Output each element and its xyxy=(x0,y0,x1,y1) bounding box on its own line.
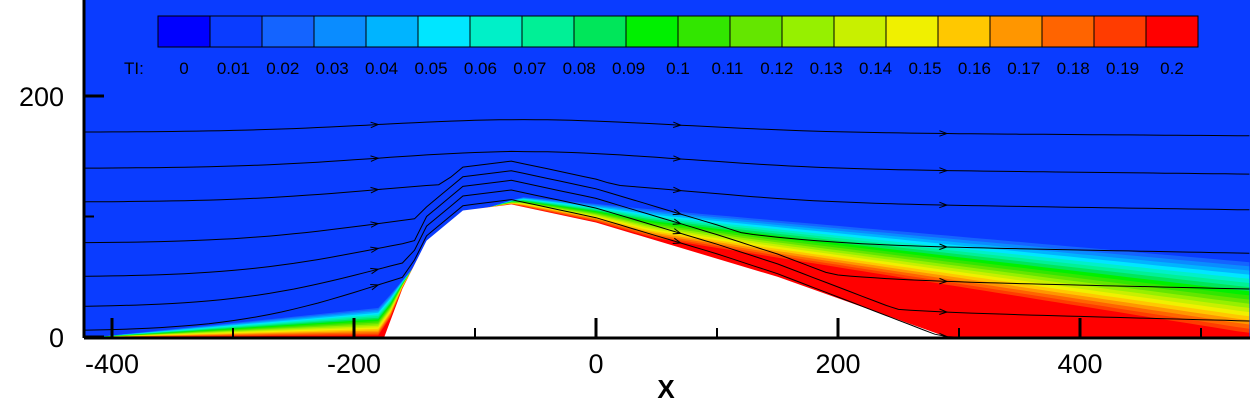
x-tick-label: 400 xyxy=(1057,349,1102,379)
colorbar-swatch xyxy=(781,15,835,48)
colorbar-level-label: 0.15 xyxy=(908,59,941,78)
x-tick-label: 0 xyxy=(588,349,603,379)
colorbar-level-label: 0.11 xyxy=(711,59,743,78)
streamline-arrow xyxy=(939,201,949,209)
colorbar-level-label: 0.04 xyxy=(365,59,398,78)
colorbar-level-label: 0.01 xyxy=(217,59,250,78)
colorbar-swatch xyxy=(677,15,731,48)
streamlines xyxy=(84,119,1250,338)
streamline-6 xyxy=(84,150,1250,175)
streamline-arrow xyxy=(672,218,683,225)
streamline-arrow xyxy=(939,130,949,137)
hill-surface xyxy=(384,204,947,338)
x-tick-label: -200 xyxy=(327,349,381,379)
streamline-4 xyxy=(84,170,1250,254)
colorbar-title: TI: xyxy=(124,59,144,78)
colorbar-level-label: 0.16 xyxy=(958,59,991,78)
colorbar-swatch xyxy=(885,15,939,48)
y-tick-label: 0 xyxy=(49,323,64,353)
colorbar-swatch xyxy=(833,15,887,48)
streamline-arrow xyxy=(370,284,380,291)
streamline-arrow xyxy=(672,228,683,235)
streamline-arrow xyxy=(672,155,683,162)
colorbar-swatch xyxy=(1145,15,1199,48)
streamline-arrow xyxy=(672,208,683,216)
colorbar-swatch xyxy=(261,15,315,48)
colorbar-level-label: 0.12 xyxy=(760,59,793,78)
colorbar: 0 0.01 0.02 0.03 0.04 0.05 0.06 0.07 0.08 0.09 0.1… xyxy=(157,15,1199,78)
streamline-arrow xyxy=(672,237,683,244)
colorbar-level-label: 0.18 xyxy=(1057,59,1090,78)
streamline-arrow xyxy=(939,308,949,315)
streamline-arrow xyxy=(370,155,380,162)
streamline-arrow xyxy=(370,221,380,228)
streamline-2 xyxy=(84,189,1250,322)
streamline-arrow xyxy=(370,186,380,194)
streamline-arrow xyxy=(370,267,380,275)
colorbar-swatch xyxy=(625,15,679,48)
colorbar-level-label: 0.13 xyxy=(810,59,843,78)
colorbar-swatch xyxy=(729,15,783,48)
x-tick-label: -400 xyxy=(85,349,139,379)
colorbar-swatch xyxy=(365,15,419,48)
colorbar-swatch xyxy=(417,15,471,48)
colorbar-level-label: 0.14 xyxy=(859,59,892,78)
streamline-arrow xyxy=(672,121,683,128)
colorbar-level-label: 0 xyxy=(179,59,188,78)
colorbar-swatch xyxy=(521,15,575,48)
streamline-arrow xyxy=(939,243,949,250)
colorbar-level-label: 0.1 xyxy=(666,59,690,78)
streamline-5 xyxy=(84,160,1250,211)
plot-area xyxy=(84,0,1250,338)
streamline-arrow xyxy=(672,186,683,194)
x-tick-label: 200 xyxy=(815,349,860,379)
streamline-arrow xyxy=(939,277,949,285)
colorbar-swatch xyxy=(313,15,367,48)
streamline-arrow xyxy=(370,246,380,253)
colorbar-level-label: 0.2 xyxy=(1160,59,1184,78)
colorbar-swatch xyxy=(1041,15,1095,48)
colorbar-swatch xyxy=(469,15,523,48)
colorbar-level-label: 0.19 xyxy=(1106,59,1139,78)
colorbar-swatch xyxy=(989,15,1043,48)
colorbar-level-label: 0.07 xyxy=(513,59,546,78)
colorbar-swatch xyxy=(937,15,991,48)
colorbar-level-label: 0.02 xyxy=(266,59,299,78)
colorbar-swatch xyxy=(157,15,211,48)
streamline-1 xyxy=(84,199,991,338)
colorbar-swatch xyxy=(209,15,263,48)
axes: -400 -200 0 200 400 0 200 xyxy=(19,0,1250,379)
colorbar-level-label: 0.08 xyxy=(563,59,596,78)
colorbar-level-label: 0.09 xyxy=(612,59,645,78)
colorbar-level-label: 0.17 xyxy=(1007,59,1040,78)
streamline-arrow xyxy=(370,121,380,129)
colorbar-level-label: 0.03 xyxy=(316,59,349,78)
colorbar-level-label: 0.06 xyxy=(464,59,497,78)
y-tick-label: 200 xyxy=(19,82,64,112)
colorbar-swatch xyxy=(573,15,627,48)
streamline-3 xyxy=(84,179,1250,290)
x-axis-title: X xyxy=(657,374,675,404)
colorbar-level-label: 0.05 xyxy=(414,59,447,78)
colorbar-swatch xyxy=(1093,15,1147,48)
streamline-7 xyxy=(84,119,1250,137)
streamline-arrow xyxy=(939,167,949,174)
